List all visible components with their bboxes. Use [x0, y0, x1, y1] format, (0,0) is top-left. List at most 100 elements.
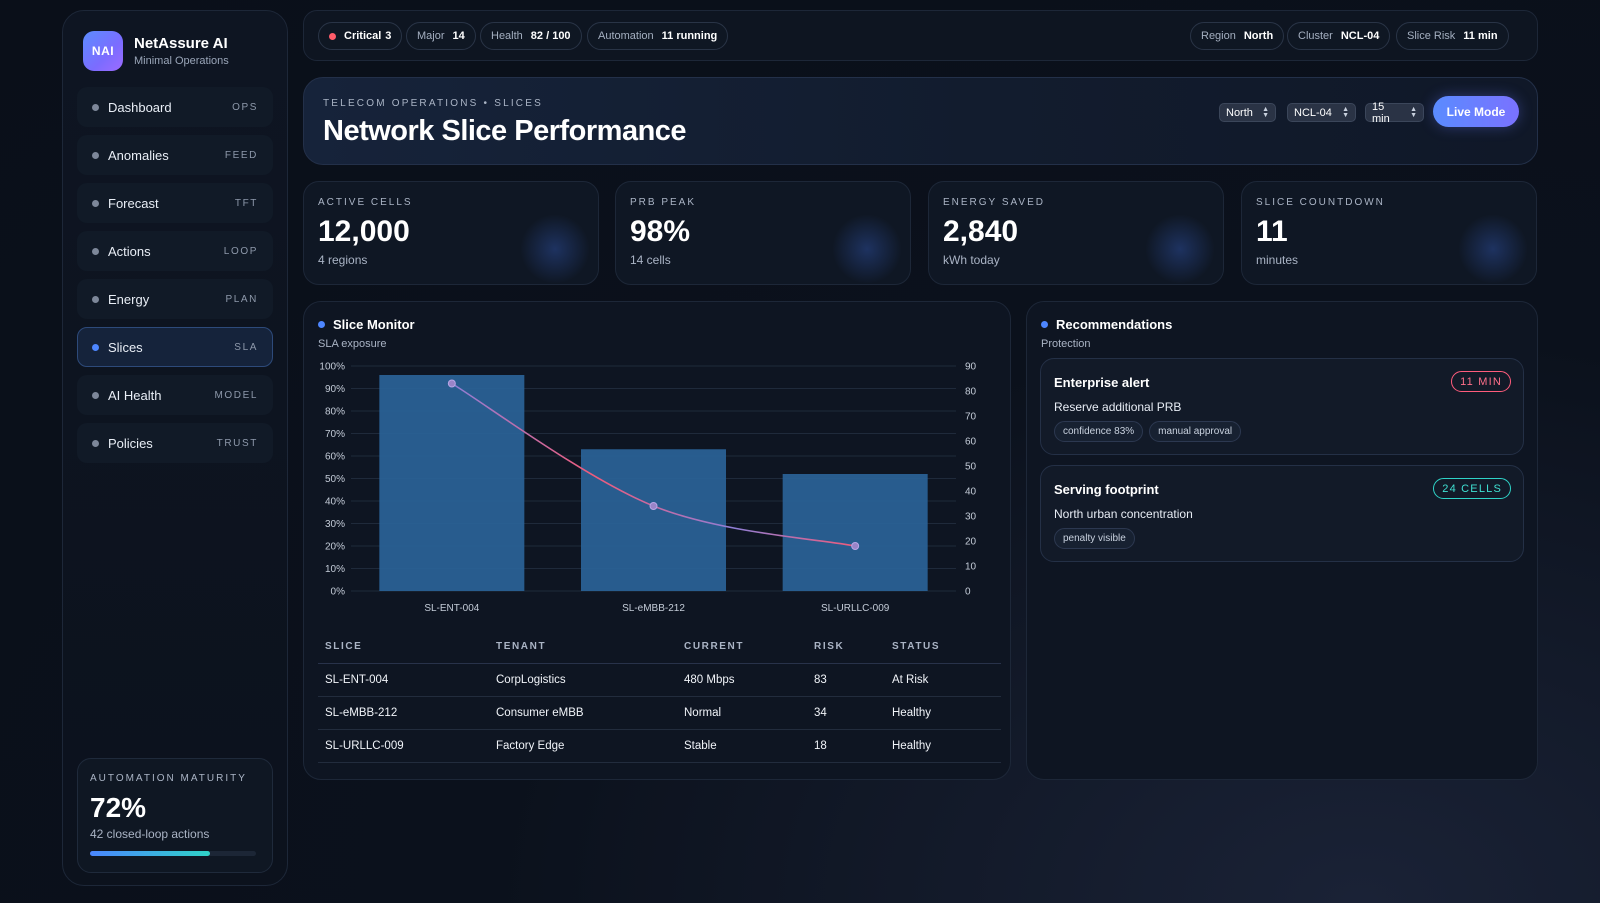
sidebar-item-label: Energy [108, 291, 150, 307]
slice-risk-value: 11 min [1463, 30, 1498, 42]
risk-point [447, 379, 456, 388]
select-arrows-icon: ▲ ▼ [1342, 105, 1349, 119]
health-chip[interactable]: Health 82 / 100 [480, 22, 582, 50]
penalty-pill: penalty visible [1054, 528, 1135, 549]
brand: NAI NetAssure AI Minimal Operations [83, 31, 229, 71]
recommendation-card-serving-footprint[interactable]: Serving footprint 24 CELLS North urban c… [1040, 465, 1524, 562]
table-row[interactable]: SL-URLLC-009 Factory Edge Stable 18 Heal… [318, 729, 1001, 763]
card-glow [520, 214, 590, 284]
automation-value: 11 running [661, 30, 718, 42]
sidebar-item-ai-health[interactable]: AI Health MODEL [77, 375, 273, 415]
risk-point [649, 502, 658, 510]
region-chip[interactable]: Region North [1190, 22, 1285, 50]
y-right-tick-label: 70 [965, 412, 977, 423]
health-value: 82 / 100 [530, 30, 571, 42]
window-select-value: 15 min [1372, 100, 1390, 125]
kpi-value: 12,000 [318, 215, 410, 248]
x-tick-label: SL-eMBB-212 [622, 603, 685, 614]
automation-key: Automation [598, 30, 654, 42]
cell-status: At Risk [885, 663, 1001, 697]
kpi-sub: 4 regions [318, 253, 368, 267]
cluster-select[interactable]: NCL-04 ▲ ▼ [1287, 103, 1356, 122]
kpi-label: ACTIVE CELLS [318, 197, 413, 208]
cell-current: Stable [677, 729, 807, 763]
cell-slice: SL-eMBB-212 [318, 696, 489, 730]
card-glow [1145, 214, 1215, 284]
automation-chip[interactable]: Automation 11 running [587, 22, 729, 50]
bullet-icon [92, 199, 99, 207]
maturity-value: 72% [90, 792, 147, 823]
cell-tenant: Factory Edge [489, 729, 677, 763]
card-glow [1458, 214, 1528, 284]
column-header: CURRENT [677, 630, 807, 664]
select-arrows-icon: ▲ ▼ [1410, 105, 1417, 119]
risk-point [851, 542, 860, 550]
brand-name: NetAssure AI [134, 35, 228, 52]
recommendation-card-enterprise-alert[interactable]: Enterprise alert 11 MIN Reserve addition… [1040, 358, 1524, 455]
sidebar-item-slices[interactable]: Slices SLA [77, 327, 273, 367]
table-row[interactable]: SL-ENT-004 CorpLogistics 480 Mbps 83 At … [318, 663, 1001, 697]
y-right-tick-label: 90 [965, 362, 977, 373]
sidebar-item-policies[interactable]: Policies TRUST [77, 423, 273, 463]
sidebar-item-actions[interactable]: Actions LOOP [77, 231, 273, 271]
sidebar-item-label: Forecast [108, 195, 159, 211]
y-left-tick-label: 80% [325, 407, 345, 418]
automation-maturity-card: AUTOMATION MATURITY 72% 42 closed-loop a… [77, 758, 273, 873]
recommendations-panel: Recommendations Protection Enterprise al… [1026, 301, 1538, 780]
y-right-tick-label: 0 [965, 587, 971, 598]
y-left-tick-label: 90% [325, 384, 345, 395]
recommendation-desc: North urban concentration [1054, 507, 1193, 521]
approval-pill: manual approval [1149, 421, 1242, 442]
kpi-label: SLICE COUNTDOWN [1256, 197, 1385, 208]
bullet-icon [1041, 321, 1048, 328]
y-right-tick-label: 60 [965, 437, 977, 448]
kpi-label: PRB PEAK [630, 197, 697, 208]
cell-current: Normal [677, 696, 807, 730]
recommendation-desc: Reserve additional PRB [1054, 400, 1182, 414]
cluster-chip[interactable]: Cluster NCL-04 [1287, 22, 1391, 50]
sidebar-item-energy[interactable]: Energy PLAN [77, 279, 273, 319]
sidebar-item-label: Policies [108, 435, 153, 451]
x-tick-label: SL-URLLC-009 [821, 603, 890, 614]
confidence-pill: confidence 83% [1054, 421, 1144, 442]
bullet-icon [92, 151, 99, 159]
y-left-tick-label: 70% [325, 429, 345, 440]
window-select[interactable]: 15 min ▲ ▼ [1365, 100, 1424, 125]
alert-dot-icon [329, 32, 336, 40]
y-right-tick-label: 30 [965, 512, 977, 523]
table-row[interactable]: SL-eMBB-212 Consumer eMBB Normal 34 Heal… [318, 696, 1001, 730]
slice-monitor-panel: Slice Monitor SLA exposure 0% 10% 20% 30% 40… [303, 301, 1011, 780]
status-bar: Critical 3 Major 14 Health 82 / 100 Auto… [303, 10, 1538, 61]
cell-status: Healthy [885, 729, 1001, 763]
major-chip[interactable]: Major 14 [406, 22, 476, 50]
panel-title: Recommendations [1041, 317, 1172, 332]
sidebar-item-tag: FEED [224, 149, 258, 161]
sidebar-item-tag: MODEL [214, 389, 258, 401]
sidebar-item-tag: TRUST [216, 437, 258, 449]
recommendation-title: Serving footprint [1054, 482, 1159, 497]
page-title: Network Slice Performance [323, 115, 687, 147]
cell-status: Healthy [885, 696, 1001, 730]
bullet-icon [92, 343, 99, 351]
sidebar-item-dashboard[interactable]: Dashboard OPS [77, 87, 273, 127]
kpi-label: ENERGY SAVED [943, 197, 1045, 208]
cell-risk: 18 [807, 729, 885, 763]
sidebar-item-label: Actions [108, 243, 151, 259]
sidebar-item-forecast[interactable]: Forecast TFT [77, 183, 273, 223]
brand-logo: NAI [83, 31, 123, 71]
y-right-tick-label: 40 [965, 487, 977, 498]
sidebar-item-anomalies[interactable]: Anomalies FEED [77, 135, 273, 175]
column-header: RISK [807, 630, 885, 664]
live-mode-button[interactable]: Live Mode [1433, 96, 1519, 127]
slice-risk-chip[interactable]: Slice Risk 11 min [1396, 22, 1509, 50]
kpi-card-active-cells: ACTIVE CELLS 12,000 4 regions [303, 181, 599, 285]
region-key: Region [1201, 30, 1236, 42]
kpi-card-energy-saved: ENERGY SAVED 2,840 kWh today [928, 181, 1224, 285]
cluster-key: Cluster [1298, 30, 1333, 42]
maturity-label: AUTOMATION MATURITY [90, 773, 247, 784]
cluster-select-value: NCL-04 [1294, 106, 1332, 119]
sidebar-item-tag: LOOP [223, 245, 258, 257]
critical-chip[interactable]: Critical 3 [318, 22, 403, 50]
y-left-tick-label: 0% [331, 587, 346, 598]
region-select[interactable]: North ▲ ▼ [1219, 103, 1276, 122]
